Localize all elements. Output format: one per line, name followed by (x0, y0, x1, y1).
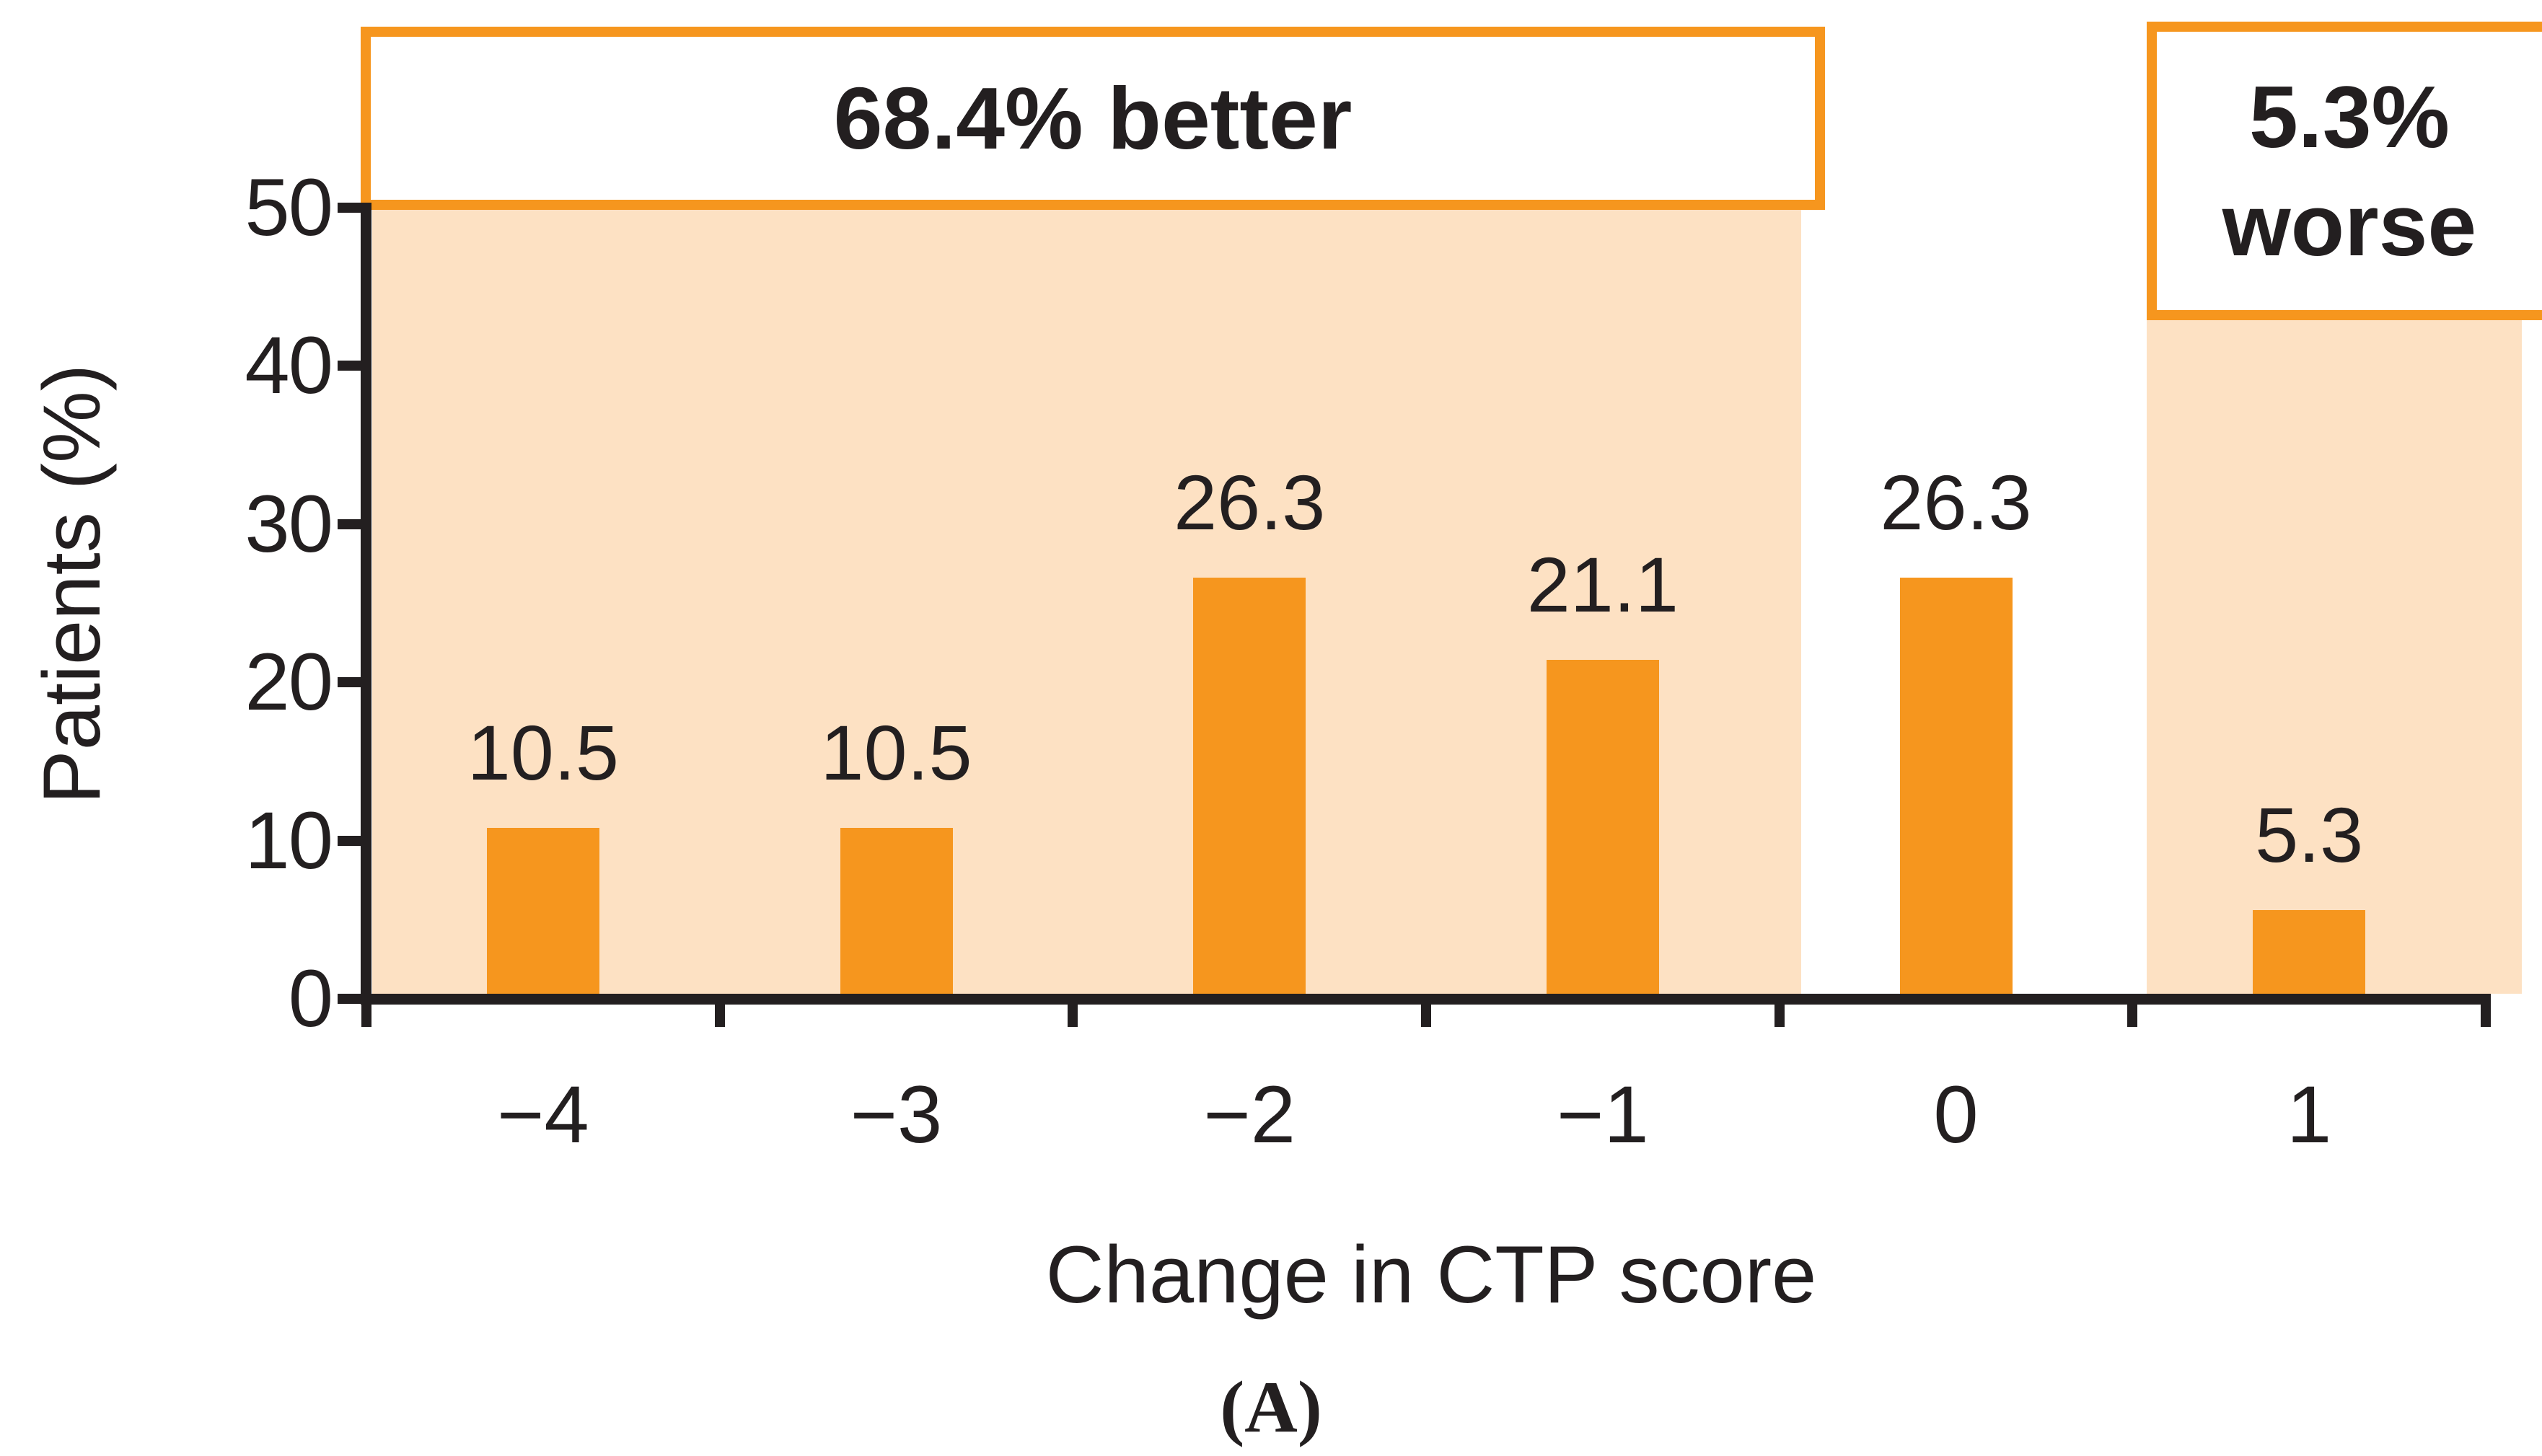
bar-value-label-1: 5.3 (2255, 790, 2364, 878)
bar-value-label-−3: 10.5 (820, 708, 972, 796)
y-tick-50 (338, 203, 361, 213)
x-tick-boundary-2 (1068, 1004, 1078, 1027)
bar-−2 (1193, 577, 1306, 994)
y-tick-30 (338, 519, 361, 529)
x-tick-boundary-3 (1421, 1004, 1431, 1027)
x-tick-boundary-6 (2481, 1004, 2492, 1027)
bar-value-label-0: 26.3 (1880, 458, 2032, 546)
x-tick-boundary-5 (2127, 1004, 2138, 1027)
annotation-better-label: 68.4% better (833, 69, 1353, 167)
x-axis-line (361, 994, 2491, 1005)
bar-−1 (1546, 660, 1659, 994)
annotation-box-worse: 5.3% worse (2147, 22, 2542, 320)
annotation-worse-label: 5.3% worse (2222, 68, 2477, 274)
y-axis-line (361, 203, 371, 1004)
bar-0 (1899, 577, 2013, 994)
y-tick-label-10: 10 (245, 795, 333, 886)
x-tick-boundary-0 (361, 1004, 371, 1027)
bar-value-label-−2: 26.3 (1174, 458, 1326, 546)
y-tick-20 (338, 677, 361, 688)
bar-−3 (840, 827, 953, 994)
highlight-region-worse (2147, 300, 2522, 994)
x-tick-label-−1: −1 (1556, 1069, 1649, 1160)
y-axis-title: Patients (%) (27, 364, 117, 804)
x-tick-boundary-1 (714, 1004, 725, 1027)
y-tick-0 (338, 994, 361, 1004)
x-tick-label-−2: −2 (1203, 1069, 1296, 1160)
y-tick-label-30: 30 (245, 478, 333, 569)
x-tick-label-1: 1 (2287, 1069, 2332, 1160)
y-tick-10 (338, 835, 361, 846)
x-tick-label-−3: −3 (850, 1069, 943, 1160)
bar-1 (2253, 909, 2366, 994)
x-axis-title: Change in CTP score (1045, 1230, 1817, 1320)
figure-caption: (A) (1220, 1367, 1322, 1448)
x-tick-boundary-4 (1774, 1004, 1785, 1027)
y-tick-label-20: 20 (245, 637, 333, 728)
x-tick-label-0: 0 (1933, 1069, 1979, 1160)
bar-value-label-−1: 21.1 (1526, 541, 1679, 629)
y-tick-label-40: 40 (245, 320, 333, 411)
annotation-box-better: 68.4% better (361, 27, 1825, 210)
x-tick-label-−4: −4 (496, 1069, 589, 1160)
y-tick-40 (338, 361, 361, 371)
bar-value-label-−4: 10.5 (467, 708, 619, 796)
bar-−4 (486, 827, 599, 994)
y-tick-label-50: 50 (245, 162, 333, 252)
y-tick-label-0: 0 (288, 953, 333, 1044)
